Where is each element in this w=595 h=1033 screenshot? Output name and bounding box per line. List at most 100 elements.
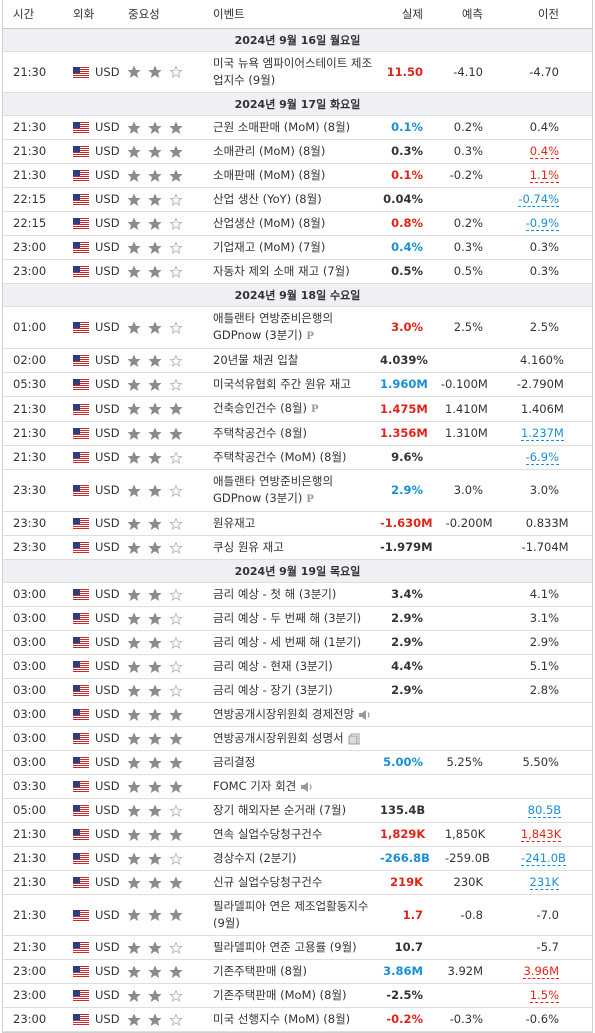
event-name[interactable]: 장기 해외자본 순거래 (7월) xyxy=(213,803,347,817)
event-row[interactable]: 03:00 USD 금리 예상 - 두 번째 해 (3분기) 2.9% 3.1% xyxy=(3,607,592,631)
event-name[interactable]: 애틀랜타 연방준비은행의 GDPnow (3분기) xyxy=(213,311,334,342)
event-row[interactable]: 21:30 USD 필라델피아 연준 고용률 (9월) 10.7 -5.7 xyxy=(3,936,592,960)
event-name[interactable]: 자동차 제외 소매 재고 (7월) xyxy=(213,264,350,278)
event-name[interactable]: 연속 실업수당청구건수 xyxy=(213,827,323,841)
event-row[interactable]: 03:00 USD 금리 예상 - 세 번째 해 (1분기) 2.9% 2.9% xyxy=(3,631,592,655)
event-name[interactable]: 연방공개시장위원회 경제전망 xyxy=(213,707,355,721)
us-flag xyxy=(73,829,89,840)
event-name[interactable]: 산업생산 (MoM) (8월) xyxy=(213,216,326,230)
event-row[interactable]: 01:00 USD 애틀랜타 연방준비은행의 GDPnow (3분기) P 3.0% 2.… xyxy=(3,307,592,349)
previous-cell: -2.790M xyxy=(488,373,564,396)
actual-cell: 0.1% xyxy=(380,116,423,139)
event-name[interactable]: 필라델피아 연은 제조업활동지수 (9월) xyxy=(213,899,369,930)
event-name[interactable]: 미국 뉴욕 엠파이어스테이트 제조업지수 (9월) xyxy=(213,56,373,87)
event-name[interactable]: 경상수지 (2분기) xyxy=(213,851,297,865)
event-row[interactable]: 03:30 USD FOMC 기자 회견 xyxy=(3,775,592,799)
event-name[interactable]: 기존주택판매 (8월) xyxy=(213,964,308,978)
header-actual[interactable]: 실제 xyxy=(401,6,423,21)
event-row[interactable]: 02:00 USD 20년물 채권 입찰 4.039% 4.160% xyxy=(3,349,592,373)
event-row[interactable]: 21:30 USD 연속 실업수당청구건수 1,829K 1,850K 1,843K xyxy=(3,823,592,847)
event-row[interactable]: 05:30 USD 미국석유협회 주간 원유 재고 1.960M -0.100M -2.7… xyxy=(3,373,592,397)
star xyxy=(128,804,141,817)
event-row[interactable]: 21:30 USD 소매판매 (MoM) (8월) 0.1% -0.2% 1.1% xyxy=(3,164,592,188)
event-name[interactable]: 신규 실업수당청구건수 xyxy=(213,875,323,889)
event-name[interactable]: 산업 생산 (YoY) (8월) xyxy=(213,192,322,206)
event-cell: 미국 뉴욕 엠파이어스테이트 제조업지수 (9월) xyxy=(201,52,380,92)
event-row[interactable]: 21:30 USD 건축승인건수 (8월) P 1.475M 1.410M 1.406M xyxy=(3,397,592,422)
event-cell: 주택착공건수 (MoM) (8월) xyxy=(201,446,380,469)
event-row[interactable]: 22:15 USD 산업 생산 (YoY) (8월) 0.04% -0.74% xyxy=(3,188,592,212)
speaker-icon[interactable] xyxy=(358,709,372,721)
event-name[interactable]: FOMC 기자 회견 xyxy=(213,779,297,793)
event-row[interactable]: 21:30 USD 소매관리 (MoM) (8월) 0.3% 0.3% 0.4% xyxy=(3,140,592,164)
star xyxy=(169,451,183,464)
header-forecast[interactable]: 예측 xyxy=(461,6,483,21)
event-name[interactable]: 필라델피아 연준 고용률 (9월) xyxy=(213,940,357,954)
event-row[interactable]: 21:30 USD 신규 실업수당청구건수 219K 230K 231K xyxy=(3,871,592,895)
event-row[interactable]: 23:30 USD 애틀랜타 연방준비은행의 GDPnow (3분기) P 2.9% 3.… xyxy=(3,470,592,512)
event-row[interactable]: 23:00 USD 기업재고 (MoM) (7월) 0.4% 0.3% 0.3% xyxy=(3,236,592,260)
star xyxy=(128,427,141,440)
importance-stars xyxy=(128,828,183,841)
event-name[interactable]: 애틀랜타 연방준비은행의 GDPnow (3분기) xyxy=(213,474,334,505)
actual-value: -1.630M xyxy=(380,516,433,530)
event-name[interactable]: 미국 선행지수 (MoM) (8월) xyxy=(213,1012,351,1026)
event-row[interactable]: 21:30 USD 미국 뉴욕 엠파이어스테이트 제조업지수 (9월) 11.50 -4… xyxy=(3,52,592,93)
event-name[interactable]: 주택착공건수 (MoM) (8월) xyxy=(213,450,347,464)
event-row[interactable]: 23:00 USD 자동차 제외 소매 재고 (7월) 0.5% 0.5% 0.3% xyxy=(3,260,592,284)
header-importance[interactable]: 중요성 xyxy=(128,6,160,21)
event-name[interactable]: 소매관리 (MoM) (8월) xyxy=(213,144,326,158)
event-name[interactable]: 기존주택판매 (MoM) (8월) xyxy=(213,988,347,1002)
event-name[interactable]: 연방공개시장위원회 성명서 xyxy=(213,731,344,745)
event-name[interactable]: 기업재고 (MoM) (7월) xyxy=(213,240,326,254)
header-event[interactable]: 이벤트 xyxy=(213,6,245,21)
event-row[interactable]: 21:30 USD 주택착공건수 (8월) 1.356M 1.310M 1.237M xyxy=(3,422,592,446)
event-row[interactable]: 21:30 USD 필라델피아 연은 제조업활동지수 (9월) 1.7 -0.8 -7.0 xyxy=(3,895,592,936)
event-name[interactable]: 금리 예상 - 두 번째 해 (3분기) xyxy=(213,611,362,625)
event-time: 21:30 xyxy=(13,940,47,954)
event-row[interactable]: 23:30 USD 쿠싱 원유 재고 -1.979M -1.704M xyxy=(3,536,592,560)
star xyxy=(148,852,162,865)
event-row[interactable]: 21:30 USD 근원 소매판매 (MoM) (8월) 0.1% 0.2% 0.4% xyxy=(3,116,592,140)
event-row[interactable]: 03:00 USD 연방공개시장위원회 성명서 xyxy=(3,727,592,751)
actual-cell: 0.8% xyxy=(380,212,423,235)
star xyxy=(128,612,141,625)
event-name[interactable]: 금리 예상 - 현재 (3분기) xyxy=(213,659,333,673)
event-row[interactable]: 22:15 USD 산업생산 (MoM) (8월) 0.8% 0.2% -0.9% xyxy=(3,212,592,236)
currency: USD xyxy=(95,611,120,625)
event-name[interactable]: 건축승인건수 (8월) xyxy=(213,401,308,415)
event-row[interactable]: 23:30 USD 원유재고 -1.630M -0.200M 0.833M xyxy=(3,512,592,536)
event-row[interactable]: 21:30 USD 경상수지 (2분기) -266.8B -259.0B -241.0B xyxy=(3,847,592,871)
event-name[interactable]: 금리 예상 - 장기 (3분기) xyxy=(213,683,333,697)
header-previous[interactable]: 이전 xyxy=(537,6,559,21)
event-row[interactable]: 23:00 USD 기존주택판매 (MoM) (8월) -2.5% 1.5% xyxy=(3,984,592,1008)
speaker-icon[interactable] xyxy=(300,781,314,793)
header-time[interactable]: 시간 xyxy=(13,6,35,21)
event-row[interactable]: 03:00 USD 금리결정 5.00% 5.25% 5.50% xyxy=(3,751,592,775)
event-row[interactable]: 23:00 USD 미국 선행지수 (MoM) (8월) -0.2% -0.3% -0.6… xyxy=(3,1008,592,1032)
event-row[interactable]: 05:00 USD 장기 해외자본 순거래 (7월) 135.4B 80.5B xyxy=(3,799,592,823)
event-name[interactable]: 금리 예상 - 세 번째 해 (1분기) xyxy=(213,635,362,649)
event-row[interactable]: 03:00 USD 금리 예상 - 장기 (3분기) 2.9% 2.8% xyxy=(3,679,592,703)
event-row[interactable]: 21:30 USD 주택착공건수 (MoM) (8월) 9.6% -6.9% xyxy=(3,446,592,470)
header-currency[interactable]: 외화 xyxy=(73,6,95,21)
event-name[interactable]: 주택착공건수 (8월) xyxy=(213,426,308,440)
doc-icon[interactable] xyxy=(348,733,362,745)
event-name[interactable]: 미국석유협회 주간 원유 재고 xyxy=(213,377,351,391)
actual-cell: 219K xyxy=(380,871,423,894)
event-row[interactable]: 23:00 USD 기존주택판매 (8월) 3.86M 3.92M 3.96M xyxy=(3,960,592,984)
previous-cell: 1,843K xyxy=(485,825,562,845)
event-name[interactable]: 원유재고 xyxy=(213,516,256,530)
event-name[interactable]: 금리결정 xyxy=(213,755,256,769)
previous-value: -241.0B xyxy=(520,850,566,866)
actual-cell: 5.00% xyxy=(380,751,423,774)
event-row[interactable]: 03:00 USD 금리 예상 - 현재 (3분기) 4.4% 5.1% xyxy=(3,655,592,679)
event-name[interactable]: 소매판매 (MoM) (8월) xyxy=(213,168,326,182)
event-row[interactable]: 03:00 USD 금리 예상 - 첫 해 (3분기) 3.4% 4.1% xyxy=(3,583,592,607)
event-row[interactable]: 03:00 USD 연방공개시장위원회 경제전망 xyxy=(3,703,592,727)
event-name[interactable]: 20년물 채권 입찰 xyxy=(213,353,299,367)
event-name[interactable]: 근원 소매판매 (MoM) (8월) xyxy=(213,120,351,134)
previous-value: 1.5% xyxy=(529,987,559,1003)
event-name[interactable]: 금리 예상 - 첫 해 (3분기) xyxy=(213,587,337,601)
event-name[interactable]: 쿠싱 원유 재고 xyxy=(213,540,284,554)
